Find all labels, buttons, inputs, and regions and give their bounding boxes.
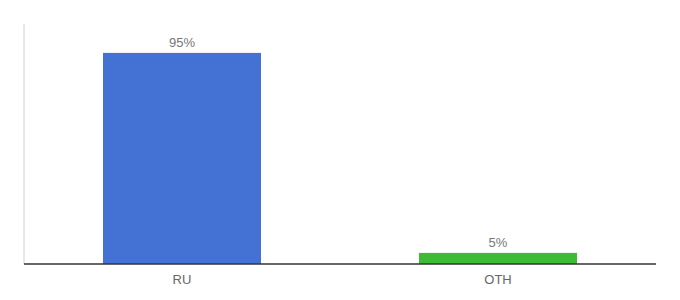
x-tick-label: OTH xyxy=(484,272,511,287)
data-label: 95% xyxy=(169,35,195,50)
labels: 95% RU 5% OTH xyxy=(169,35,512,287)
bars xyxy=(103,53,577,264)
page: {"chart_data": {"type": "bar", "categori… xyxy=(0,0,680,300)
chart-svg: 95% RU 5% OTH xyxy=(0,0,680,300)
chart-container: 95% RU 5% OTH xyxy=(0,0,680,300)
x-tick-label: RU xyxy=(173,272,192,287)
x-axis-line xyxy=(24,263,656,265)
bar xyxy=(419,253,577,264)
y-axis-line xyxy=(24,24,25,264)
data-label: 5% xyxy=(489,235,508,250)
bar xyxy=(103,53,261,264)
